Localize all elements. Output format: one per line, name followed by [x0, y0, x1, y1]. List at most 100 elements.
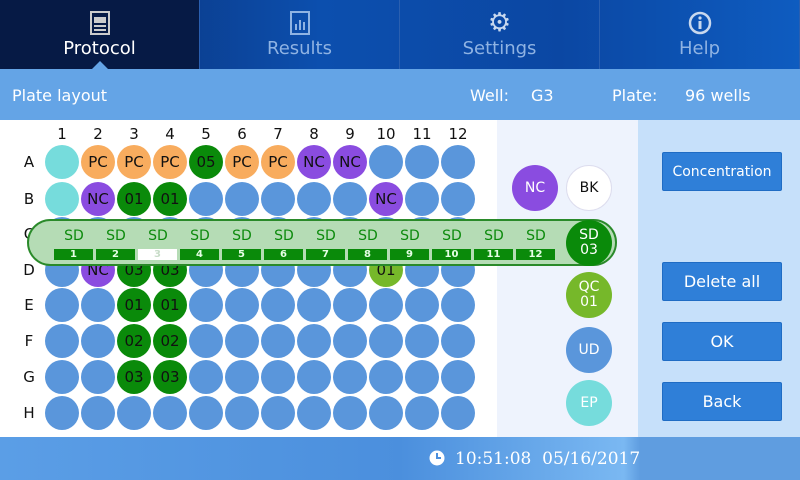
- well-H8[interactable]: [297, 396, 331, 430]
- well-G11[interactable]: [405, 360, 439, 394]
- sd-option-1[interactable]: 1: [54, 249, 93, 260]
- well-F7[interactable]: [261, 324, 295, 358]
- well-E8[interactable]: [297, 288, 331, 322]
- well-H10[interactable]: [369, 396, 403, 430]
- well-E6[interactable]: [225, 288, 259, 322]
- well-G10[interactable]: [369, 360, 403, 394]
- well-F11[interactable]: [405, 324, 439, 358]
- well-B9[interactable]: [333, 182, 367, 216]
- sd-option-2[interactable]: 2: [96, 249, 135, 260]
- well-H2[interactable]: [81, 396, 115, 430]
- well-F3[interactable]: 02: [117, 324, 151, 358]
- sd-option-label[interactable]: SD: [106, 228, 126, 244]
- well-A9[interactable]: NC: [333, 145, 367, 179]
- well-G1[interactable]: [45, 360, 79, 394]
- well-E10[interactable]: [369, 288, 403, 322]
- well-B11[interactable]: [405, 182, 439, 216]
- well-A3[interactable]: PC: [117, 145, 151, 179]
- well-G8[interactable]: [297, 360, 331, 394]
- well-B12[interactable]: [441, 182, 475, 216]
- well-A6[interactable]: PC: [225, 145, 259, 179]
- sd-option-label[interactable]: SD: [274, 228, 294, 244]
- tab-help[interactable]: Help: [600, 0, 800, 69]
- well-A8[interactable]: NC: [297, 145, 331, 179]
- delete-all-button[interactable]: Delete all: [662, 262, 782, 301]
- well-G7[interactable]: [261, 360, 295, 394]
- sd-option-12[interactable]: 12: [516, 249, 555, 260]
- legend-ep[interactable]: EP: [566, 380, 612, 426]
- sd-option-label[interactable]: SD: [358, 228, 378, 244]
- sd-option-label[interactable]: SD: [526, 228, 546, 244]
- well-E1[interactable]: [45, 288, 79, 322]
- well-H4[interactable]: [153, 396, 187, 430]
- sd-option-label[interactable]: SD: [190, 228, 210, 244]
- well-E12[interactable]: [441, 288, 475, 322]
- well-H5[interactable]: [189, 396, 223, 430]
- well-E9[interactable]: [333, 288, 367, 322]
- well-B3[interactable]: 01: [117, 182, 151, 216]
- well-G4[interactable]: 03: [153, 360, 187, 394]
- well-F2[interactable]: [81, 324, 115, 358]
- well-H11[interactable]: [405, 396, 439, 430]
- well-E4[interactable]: 01: [153, 288, 187, 322]
- well-B8[interactable]: [297, 182, 331, 216]
- well-A4[interactable]: PC: [153, 145, 187, 179]
- sd-option-7[interactable]: 7: [306, 249, 345, 260]
- legend-nc[interactable]: NC: [512, 165, 558, 211]
- legend-bk[interactable]: BK: [566, 165, 612, 211]
- well-B1[interactable]: [45, 182, 79, 216]
- sd-option-11[interactable]: 11: [474, 249, 513, 260]
- well-G3[interactable]: 03: [117, 360, 151, 394]
- well-E2[interactable]: [81, 288, 115, 322]
- sd-option-label[interactable]: SD: [316, 228, 336, 244]
- sd-option-10[interactable]: 10: [432, 249, 471, 260]
- well-B7[interactable]: [261, 182, 295, 216]
- well-A11[interactable]: [405, 145, 439, 179]
- well-E5[interactable]: [189, 288, 223, 322]
- sd-option-9[interactable]: 9: [390, 249, 429, 260]
- well-G12[interactable]: [441, 360, 475, 394]
- well-B5[interactable]: [189, 182, 223, 216]
- sd-option-label[interactable]: SD: [148, 228, 168, 244]
- well-G2[interactable]: [81, 360, 115, 394]
- sd-option-label[interactable]: SD: [64, 228, 84, 244]
- legend-qc[interactable]: QC 01: [566, 272, 612, 318]
- well-F5[interactable]: [189, 324, 223, 358]
- legend-ud[interactable]: UD: [566, 327, 612, 373]
- tab-results[interactable]: Results: [200, 0, 400, 69]
- sd-option-4[interactable]: 4: [180, 249, 219, 260]
- well-F6[interactable]: [225, 324, 259, 358]
- tab-protocol[interactable]: Protocol: [0, 0, 200, 69]
- well-A10[interactable]: [369, 145, 403, 179]
- concentration-button[interactable]: Concentration: [662, 152, 782, 191]
- well-B10[interactable]: NC: [369, 182, 403, 216]
- well-H1[interactable]: [45, 396, 79, 430]
- sd-option-5[interactable]: 5: [222, 249, 261, 260]
- well-A12[interactable]: [441, 145, 475, 179]
- well-F8[interactable]: [297, 324, 331, 358]
- well-H9[interactable]: [333, 396, 367, 430]
- well-H12[interactable]: [441, 396, 475, 430]
- legend-sd-current[interactable]: SD 03: [566, 220, 612, 266]
- well-F9[interactable]: [333, 324, 367, 358]
- sd-option-label[interactable]: SD: [400, 228, 420, 244]
- well-B2[interactable]: NC: [81, 182, 115, 216]
- well-B6[interactable]: [225, 182, 259, 216]
- well-G9[interactable]: [333, 360, 367, 394]
- well-A7[interactable]: PC: [261, 145, 295, 179]
- well-A2[interactable]: PC: [81, 145, 115, 179]
- sd-option-6[interactable]: 6: [264, 249, 303, 260]
- well-E7[interactable]: [261, 288, 295, 322]
- ok-button[interactable]: OK: [662, 322, 782, 361]
- sd-option-label[interactable]: SD: [442, 228, 462, 244]
- sd-option-label[interactable]: SD: [232, 228, 252, 244]
- well-A5[interactable]: 05: [189, 145, 223, 179]
- well-F12[interactable]: [441, 324, 475, 358]
- well-F10[interactable]: [369, 324, 403, 358]
- well-G6[interactable]: [225, 360, 259, 394]
- well-E11[interactable]: [405, 288, 439, 322]
- well-A1[interactable]: [45, 145, 79, 179]
- well-H7[interactable]: [261, 396, 295, 430]
- well-B4[interactable]: 01: [153, 182, 187, 216]
- well-F1[interactable]: [45, 324, 79, 358]
